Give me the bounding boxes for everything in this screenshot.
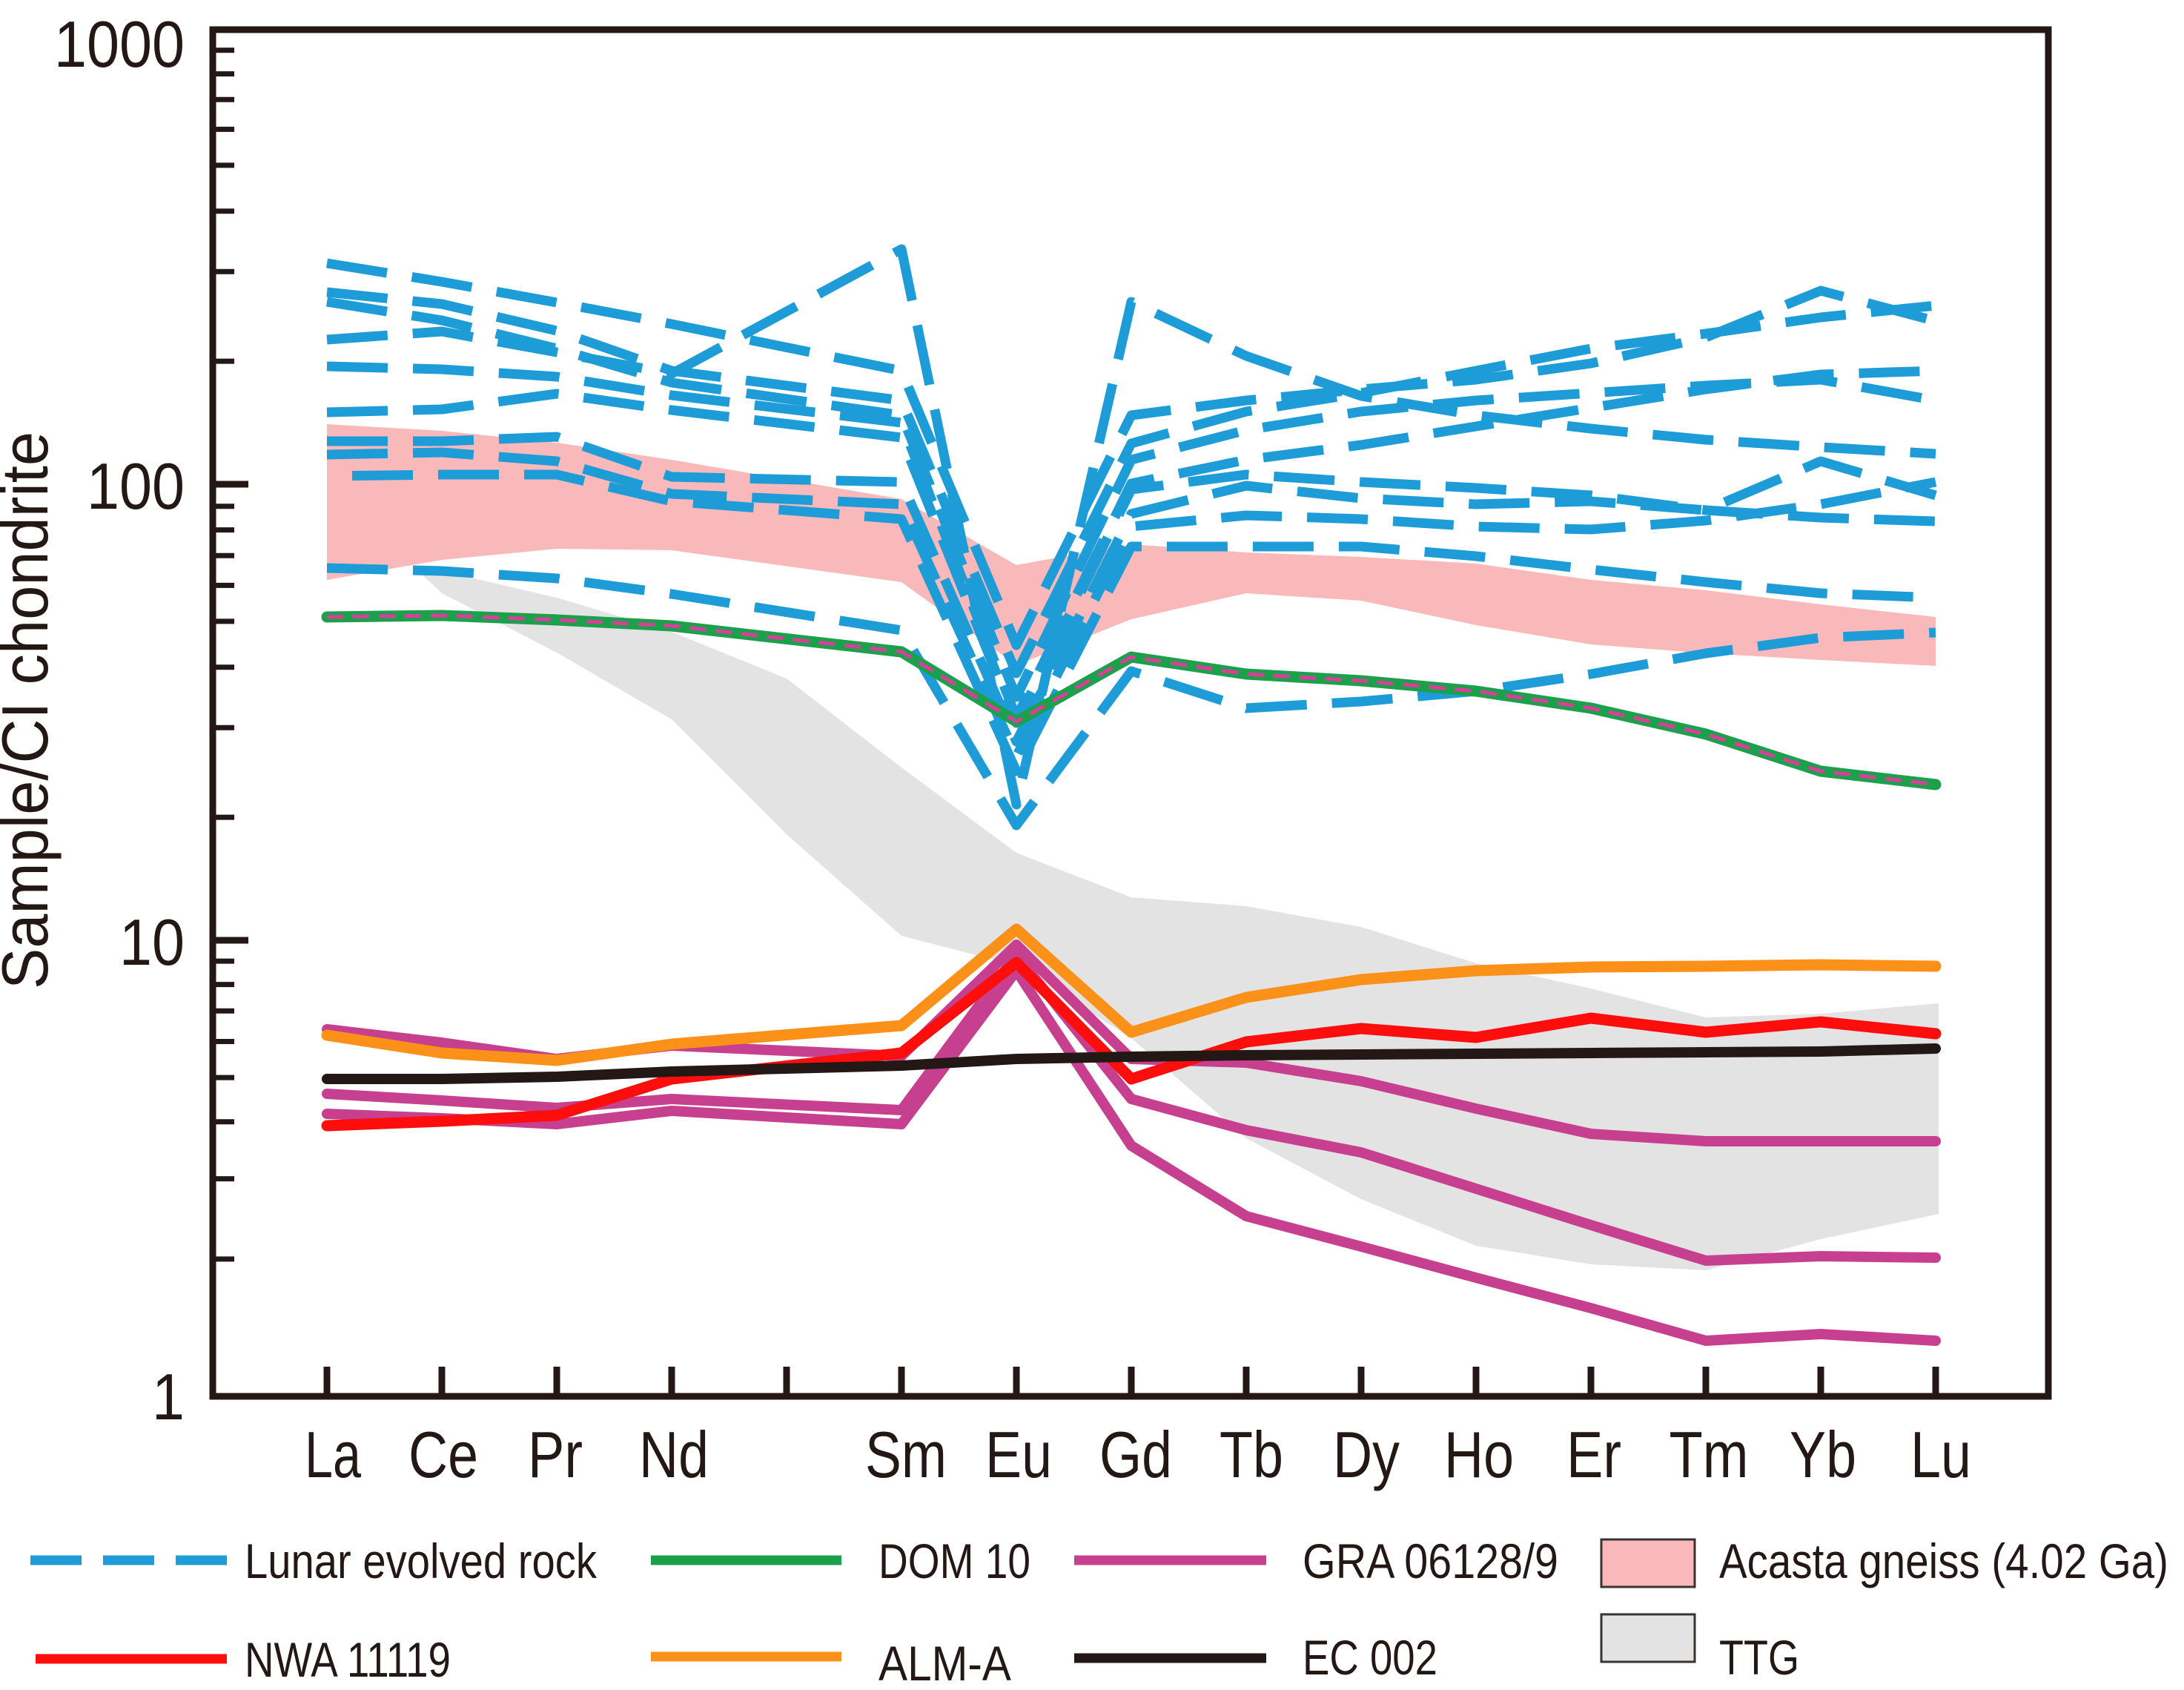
svg-text:Sm: Sm — [865, 1418, 947, 1491]
svg-text:Lunar evolved rock: Lunar evolved rock — [245, 1534, 598, 1588]
svg-text:Ce: Ce — [408, 1418, 478, 1491]
svg-text:Nd: Nd — [639, 1418, 709, 1491]
svg-text:EC 002: EC 002 — [1303, 1630, 1437, 1685]
svg-text:Lu: Lu — [1910, 1418, 1971, 1491]
svg-text:Eu: Eu — [985, 1418, 1052, 1491]
svg-text:10: 10 — [119, 905, 185, 979]
svg-text:La: La — [305, 1418, 361, 1491]
svg-text:Sample/CI chondrite: Sample/CI chondrite — [0, 432, 62, 989]
svg-text:Ho: Ho — [1444, 1418, 1514, 1491]
svg-text:100: 100 — [87, 449, 185, 523]
svg-text:Gd: Gd — [1099, 1418, 1172, 1491]
svg-text:NWA 11119: NWA 11119 — [245, 1632, 451, 1686]
svg-text:Tb: Tb — [1220, 1418, 1283, 1491]
svg-text:Yb: Yb — [1790, 1418, 1856, 1491]
svg-text:TTG: TTG — [1719, 1630, 1799, 1685]
svg-text:GRA 06128/9: GRA 06128/9 — [1303, 1534, 1558, 1588]
svg-text:Tm: Tm — [1670, 1418, 1749, 1491]
svg-text:Dy: Dy — [1333, 1418, 1400, 1491]
svg-text:Acasta gneiss (4.02 Ga): Acasta gneiss (4.02 Ga) — [1719, 1534, 2168, 1588]
svg-text:ALM-A: ALM-A — [878, 1636, 1011, 1686]
svg-text:1: 1 — [152, 1360, 185, 1433]
svg-text:Er: Er — [1566, 1418, 1621, 1491]
svg-text:DOM 10: DOM 10 — [878, 1534, 1030, 1588]
svg-text:1000: 1000 — [54, 7, 185, 81]
svg-text:Pr: Pr — [528, 1418, 583, 1491]
